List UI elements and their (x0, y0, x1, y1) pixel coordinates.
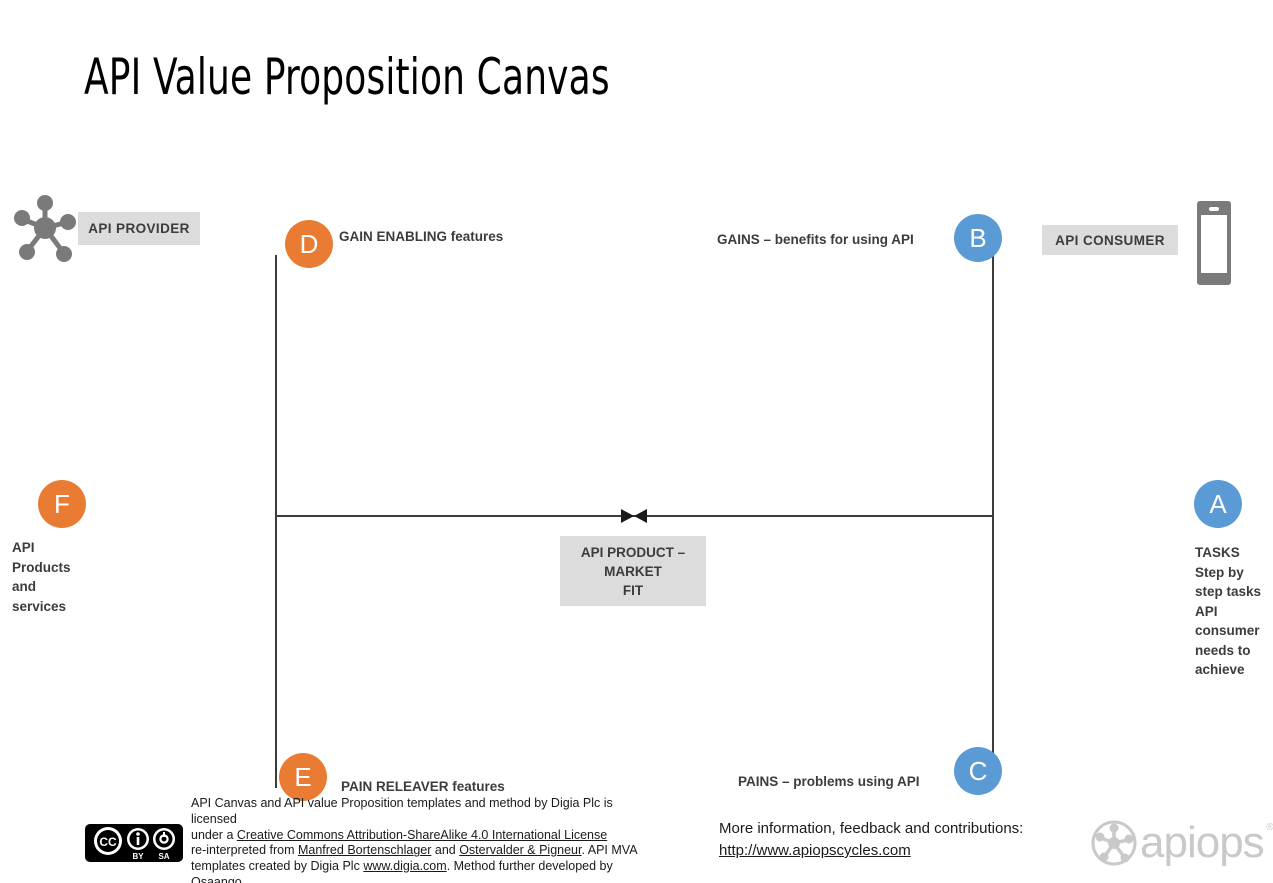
badge-e[interactable]: E (279, 753, 327, 801)
license-line-4-prefix: templates created by Digia Plc (191, 859, 364, 874)
license-text: API Canvas and API value Proposition tem… (191, 796, 661, 883)
quadrant-label-pains: PAINS – problems using API (738, 774, 920, 789)
apiops-wordmark: apiops ® (1140, 818, 1273, 867)
api-provider-label: API PROVIDER (78, 212, 200, 245)
apiops-globe-icon (1091, 820, 1137, 866)
badge-a[interactable]: A (1194, 480, 1242, 528)
apiops-logo: apiops ® (1090, 818, 1273, 867)
arrow-right-pointing-icon (621, 509, 634, 523)
license-line-4-post: . Method further developed by Osaango (191, 859, 613, 883)
contributions-block: More information, feedback and contribut… (719, 818, 1023, 862)
license-link-cc[interactable]: Creative Commons Attribution-ShareAlike … (236, 827, 608, 842)
license-line-2-prefix: under a (191, 827, 237, 842)
badge-c[interactable]: C (954, 747, 1002, 795)
license-link-digia[interactable]: www.digia.com (363, 859, 447, 874)
license-link-bortenschlager[interactable]: Manfred Bortenschlager (297, 843, 432, 858)
quadrant-label-gains: GAINS – benefits for using API (717, 232, 914, 247)
fit-box-line-2: MARKET (604, 563, 662, 579)
cc-by-label: BY (132, 852, 144, 861)
axis-line-left (275, 255, 277, 788)
network-hub-icon (14, 192, 76, 269)
arrow-left-pointing-icon (634, 509, 647, 523)
page-title: API Value Proposition Canvas (84, 48, 610, 106)
api-products-and-services-text: API Products and services (12, 540, 71, 614)
axis-line-right (992, 255, 994, 788)
quadrant-label-pain-reliever: PAIN RELEAVER features (341, 779, 505, 794)
badge-b[interactable]: B (954, 214, 1002, 262)
badge-d[interactable]: D (285, 220, 333, 268)
creative-commons-badge-icon: CC BY SA (85, 824, 183, 867)
apiops-wordmark-text: apiops (1140, 818, 1265, 867)
fit-box-line-3: FIT (622, 582, 644, 598)
license-link-ostervalder[interactable]: Ostervalder & Pigneur (459, 843, 582, 858)
license-line-3-post: . API MVA (581, 843, 638, 858)
svg-text:CC: CC (99, 835, 117, 849)
quadrant-label-gain-enabling: GAIN ENABLING features (339, 229, 504, 244)
license-line-1: API Canvas and API value Proposition tem… (191, 796, 613, 826)
api-consumer-label: API CONSUMER (1042, 225, 1178, 255)
cc-sa-label: SA (158, 852, 169, 861)
badge-f[interactable]: F (38, 480, 86, 528)
license-line-3-mid: and (431, 843, 460, 858)
api-product-market-fit-box: API PRODUCT – MARKET FIT (560, 536, 706, 606)
apiopscycles-link[interactable]: http://www.apiopscycles.com (719, 842, 911, 859)
smartphone-icon (1196, 200, 1232, 291)
fit-box-line-1: API PRODUCT – (580, 544, 686, 560)
license-line-3-prefix: re-interpreted from (191, 843, 298, 858)
tasks-description-text: TASKS Step by step tasks API consumer ne… (1195, 545, 1262, 677)
contributions-label: More information, feedback and contribut… (719, 820, 1024, 837)
registered-trademark-icon: ® (1266, 822, 1273, 833)
